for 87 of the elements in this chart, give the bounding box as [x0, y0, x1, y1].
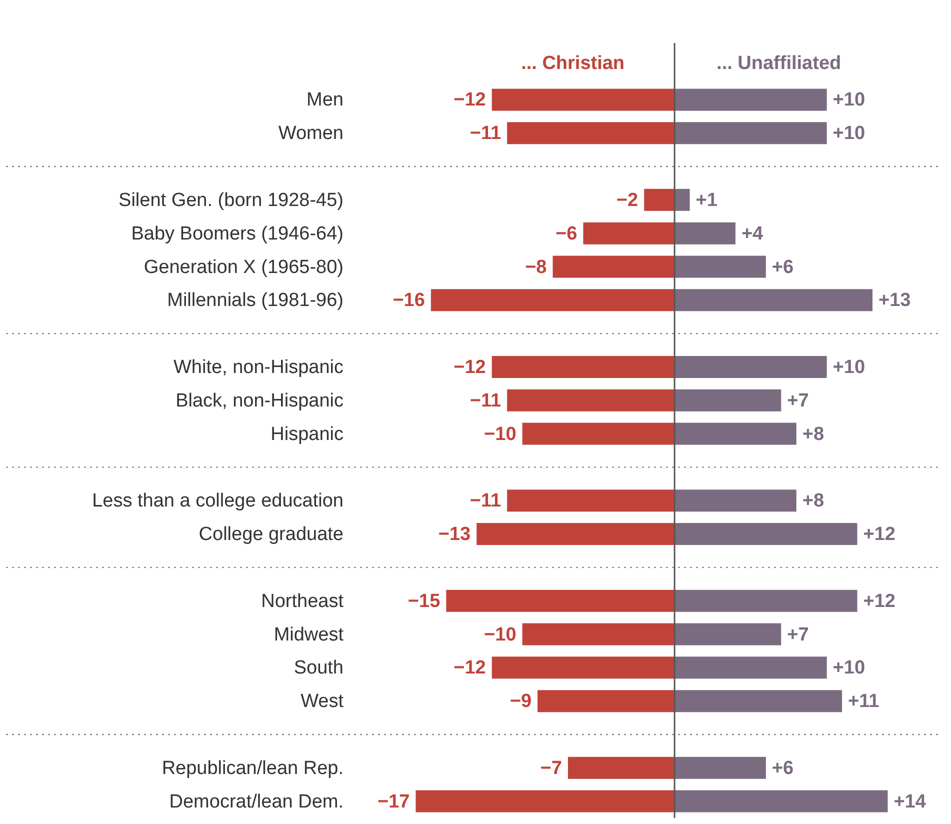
- y-tick-label: Generation X (1965-80): [144, 256, 344, 278]
- bar: [674, 623, 782, 646]
- data-label: +12: [863, 590, 896, 612]
- data-label: −16: [392, 290, 425, 312]
- bar: [674, 690, 842, 712]
- data-label: −9: [510, 691, 532, 712]
- y-tick-label: Silent Gen. (born 1928-45): [118, 190, 344, 211]
- bar: [476, 523, 675, 546]
- y-tick-label: Men: [306, 90, 344, 111]
- series-label: ... Unaffiliated: [716, 53, 842, 74]
- y-tick-label: Women: [278, 123, 344, 144]
- data-label: +13: [878, 290, 911, 312]
- data-label: +10: [832, 123, 866, 144]
- bar: [538, 690, 675, 712]
- bar: [492, 88, 675, 111]
- y-tick-label: Democrat/lean Dem.: [169, 791, 344, 812]
- data-label: −8: [525, 256, 547, 278]
- bar: [416, 790, 675, 812]
- bar: [430, 289, 675, 312]
- y-tick-label: Less than a college education: [92, 490, 344, 512]
- bar: [522, 422, 675, 445]
- bar: [674, 389, 782, 412]
- data-label: +12: [863, 524, 896, 546]
- data-label: −6: [556, 223, 578, 244]
- y-tick-label: Baby Boomers (1946-64): [131, 223, 344, 244]
- y-tick-label: South: [294, 658, 344, 679]
- bar: [492, 656, 675, 679]
- y-tick-label: White, non-Hispanic: [173, 356, 344, 378]
- bar: [674, 490, 796, 512]
- series-label: ... Christian: [521, 53, 625, 74]
- data-label: −7: [540, 758, 562, 779]
- bar: [674, 790, 888, 812]
- data-label: +7: [787, 390, 809, 412]
- bar: [674, 222, 736, 244]
- data-label: +11: [848, 691, 880, 712]
- bar: [674, 289, 872, 312]
- y-tick-label: Northeast: [261, 590, 344, 612]
- data-label: −10: [484, 624, 516, 646]
- data-label: −12: [454, 658, 486, 679]
- data-label: +6: [772, 256, 794, 278]
- bar: [583, 222, 675, 244]
- y-tick-label: College graduate: [198, 524, 344, 546]
- data-label: +8: [802, 424, 824, 445]
- bar: [674, 88, 827, 111]
- bar: [674, 590, 858, 612]
- bar: [446, 590, 675, 612]
- data-label: −12: [454, 90, 486, 111]
- data-label: +10: [832, 356, 866, 378]
- data-label: −13: [438, 524, 471, 546]
- data-label: +6: [772, 758, 794, 779]
- data-label: −15: [408, 590, 441, 612]
- bar: [674, 188, 690, 211]
- bar: [522, 623, 675, 646]
- bar: [674, 422, 796, 445]
- data-label: −12: [454, 356, 486, 378]
- data-label: −11: [470, 390, 502, 412]
- bar: [674, 256, 766, 278]
- data-label: −17: [377, 791, 410, 812]
- data-label: +10: [832, 658, 866, 679]
- data-label: −11: [470, 123, 502, 144]
- data-label: +4: [741, 223, 764, 244]
- bar: [674, 122, 827, 144]
- data-label: −2: [616, 190, 638, 211]
- y-tick-label: West: [300, 691, 344, 712]
- bar: [507, 490, 675, 512]
- bar: [674, 356, 827, 378]
- data-label: +7: [787, 624, 809, 646]
- y-tick-label: Millennials (1981-96): [167, 290, 344, 312]
- data-label: +10: [832, 90, 866, 111]
- bar: [674, 756, 766, 779]
- y-tick-label: Hispanic: [270, 424, 344, 445]
- bar: [674, 656, 827, 679]
- data-label: +14: [894, 791, 926, 812]
- data-label: −10: [484, 424, 516, 445]
- data-label: +1: [696, 190, 718, 211]
- y-tick-label: Midwest: [274, 624, 344, 646]
- bar: [644, 188, 675, 211]
- bar: [552, 256, 675, 278]
- bar: [568, 756, 675, 779]
- data-label: −11: [470, 490, 502, 512]
- bar: [507, 389, 675, 412]
- bar: [492, 356, 675, 378]
- y-tick-label: Black, non-Hispanic: [176, 390, 344, 412]
- data-label: +8: [802, 490, 824, 512]
- y-tick-label: Republican/lean Rep.: [162, 758, 344, 779]
- bar: [674, 523, 858, 546]
- bar: [507, 122, 675, 144]
